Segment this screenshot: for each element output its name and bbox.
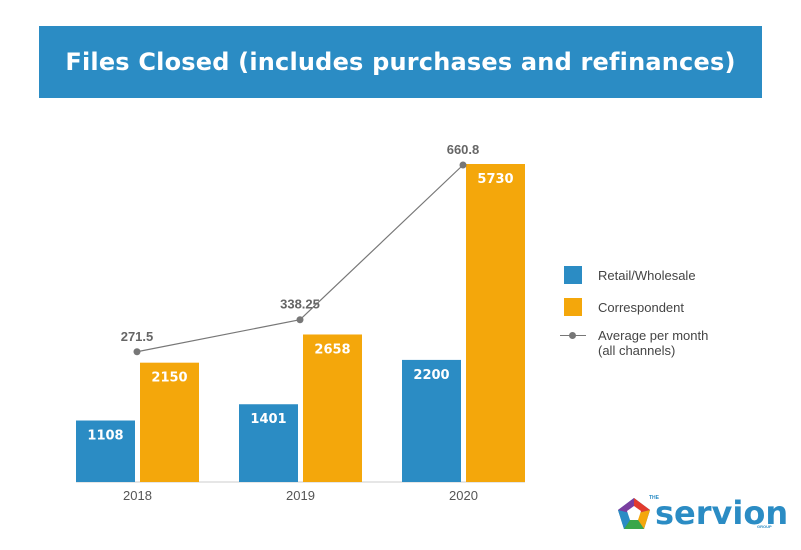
data-label-correspondent-2020: 5730 [477,172,513,187]
pentagon-logo-icon [618,498,650,529]
x-tick-label-2019: 2019 [286,488,315,503]
average-point-2018 [133,348,141,356]
average-line [136,164,464,353]
average-point-2019 [296,316,304,324]
legend-label-correspondent: Correspondent [598,300,684,315]
bar-retail-2020 [402,359,461,482]
data-label-retail-2020: 2200 [413,368,449,383]
bar-retail-2018 [76,420,135,482]
bar-correspondent-2018 [140,362,199,482]
legend-swatch-correspondent [564,298,582,316]
data-label-correspondent-2019: 2658 [314,342,350,357]
legend-dot-marker [569,332,576,339]
data-label-retail-2019: 1401 [250,412,286,427]
legend-label-average-line2: (all channels) [598,343,676,358]
legend-swatch-retail [564,266,582,284]
logo-name-text: servion [655,494,789,532]
data-label-correspondent-2018: 2150 [151,371,187,386]
bar-correspondent-2019 [303,334,362,482]
logo-the-text: THE [649,495,659,501]
bar-correspondent-2020 [466,164,525,482]
servion-logo: THE servion GROUP [617,495,788,535]
average-point-2020 [459,161,467,169]
chart-title: Files Closed (includes purchases and ref… [65,48,736,76]
x-tick-label-2020: 2020 [449,488,478,503]
average-label-2020: 660.8 [447,142,480,157]
bar-retail-2019 [239,404,298,482]
legend-label-retail: Retail/Wholesale [598,268,696,283]
legend-label-average-line1: Average per month [598,328,709,343]
average-label-2019: 338.25 [280,297,320,312]
data-label-retail-2018: 1108 [87,429,123,444]
logo-group-text: GROUP [757,524,772,529]
x-tick-label-2018: 2018 [123,488,152,503]
average-label-2018: 271.5 [121,329,154,344]
title-banner: Files Closed (includes purchases and ref… [39,26,762,98]
